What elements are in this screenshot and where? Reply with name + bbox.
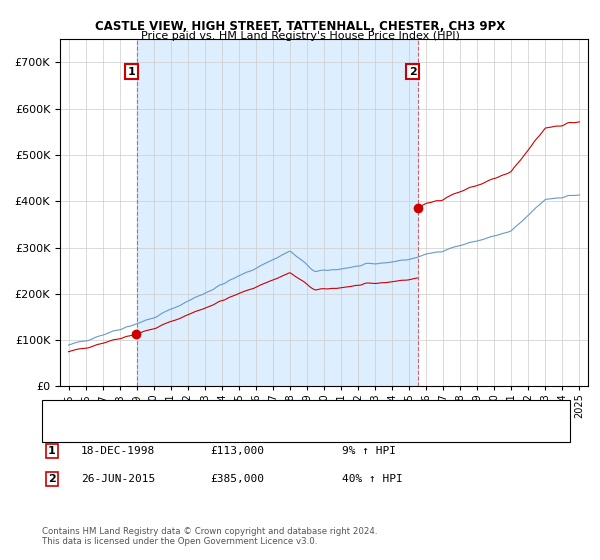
- Text: £113,000: £113,000: [210, 446, 264, 456]
- Text: £385,000: £385,000: [210, 474, 264, 484]
- Text: Price paid vs. HM Land Registry's House Price Index (HPI): Price paid vs. HM Land Registry's House …: [140, 31, 460, 41]
- Text: 1: 1: [128, 67, 136, 77]
- Text: 18-DEC-1998: 18-DEC-1998: [81, 446, 155, 456]
- Text: 2: 2: [48, 474, 56, 484]
- Text: 26-JUN-2015: 26-JUN-2015: [81, 474, 155, 484]
- Text: Contains HM Land Registry data © Crown copyright and database right 2024.
This d: Contains HM Land Registry data © Crown c…: [42, 526, 377, 546]
- Text: CASTLE VIEW, HIGH STREET, TATTENHALL, CHESTER, CH3 9PX (detached house): CASTLE VIEW, HIGH STREET, TATTENHALL, CH…: [75, 404, 468, 414]
- Text: CASTLE VIEW, HIGH STREET, TATTENHALL, CHESTER, CH3 9PX: CASTLE VIEW, HIGH STREET, TATTENHALL, CH…: [95, 20, 505, 32]
- Text: 9% ↑ HPI: 9% ↑ HPI: [342, 446, 396, 456]
- Text: —: —: [54, 424, 69, 438]
- Text: 2: 2: [409, 67, 416, 77]
- Text: 1: 1: [48, 446, 56, 456]
- Text: 40% ↑ HPI: 40% ↑ HPI: [342, 474, 403, 484]
- Text: —: —: [54, 402, 70, 416]
- Bar: [137, 39, 418, 386]
- Text: HPI: Average price, detached house, Cheshire West and Chester: HPI: Average price, detached house, Ches…: [75, 426, 389, 436]
